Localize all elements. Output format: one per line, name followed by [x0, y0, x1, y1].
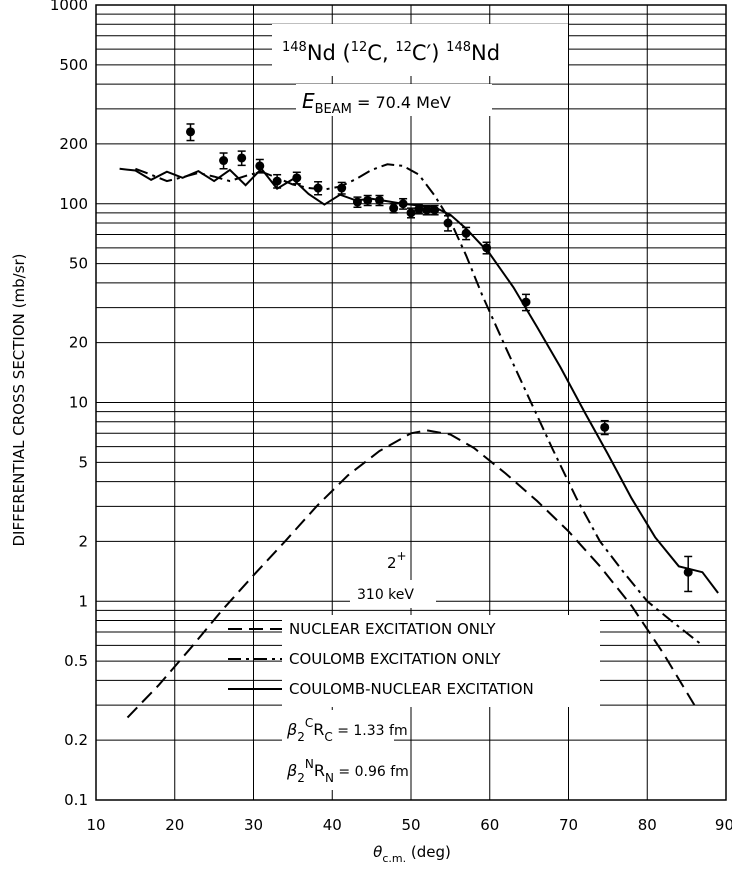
data-point: [683, 567, 693, 577]
y-tick-label: 10: [69, 394, 88, 412]
data-point: [443, 218, 453, 228]
param-nuclear: β2NRN = 0.96 fm: [286, 757, 409, 785]
data-point: [389, 203, 399, 213]
y-tick-label: 1: [78, 592, 88, 610]
y-tick-label: 20: [69, 334, 88, 352]
curve-solid: [119, 167, 719, 594]
legend-label: NUCLEAR EXCITATION ONLY: [289, 620, 496, 638]
beam-box: [296, 84, 492, 116]
legend: NUCLEAR EXCITATION ONLY COULOMB EXCITATIO…: [228, 620, 534, 698]
data-point: [406, 208, 416, 218]
x-tick-label: 70: [559, 816, 578, 834]
data-point: [482, 243, 492, 253]
data-point: [292, 173, 302, 183]
title-box: [272, 24, 568, 76]
data-point: [414, 204, 424, 214]
data-point: [422, 205, 432, 215]
data-point: [186, 127, 195, 137]
data-point: [337, 183, 347, 193]
params-box: [282, 710, 394, 790]
tick-labels: 0.1 0.2 0.5 1 2 5 10 20 50 100 200 500 1000 10 20 30 40 5…: [50, 0, 732, 834]
legend-box: [282, 615, 600, 707]
data-point: [461, 228, 471, 238]
x-tick-label: 30: [244, 816, 263, 834]
y-tick-label: 0.1: [64, 791, 88, 809]
y-tick-label: 50: [69, 255, 88, 273]
legend-label: COULOMB-NUCLEAR EXCITATION: [289, 680, 534, 698]
x-tick-label: 50: [401, 816, 420, 834]
y-tick-label: 100: [59, 195, 88, 213]
x-tick-label: 10: [86, 816, 105, 834]
x-tick-label: 60: [480, 816, 499, 834]
state-spin: 2+: [387, 549, 407, 572]
y-tick-label: 2: [78, 532, 88, 550]
x-tick-label: 20: [165, 816, 184, 834]
y-tick-label: 200: [59, 135, 88, 153]
data-point: [375, 195, 384, 205]
data-point: [237, 153, 247, 163]
param-coulomb: β2CRC = 1.33 fm: [286, 716, 408, 744]
x-axis-label: θc.m. (deg): [373, 843, 451, 865]
data-point: [363, 195, 373, 205]
y-tick-label: 1000: [50, 0, 88, 14]
state-energy: 310 keV: [357, 587, 414, 603]
data-point: [219, 156, 229, 166]
beam-energy: EBEAM = 70.4 MeV: [302, 89, 451, 117]
y-tick-label: 0.2: [64, 731, 88, 749]
curve-dashed: [126, 429, 696, 719]
x-tick-label: 90: [715, 816, 732, 834]
plot-frame: [95, 4, 727, 801]
data-point: [255, 161, 265, 171]
data-point: [352, 197, 362, 207]
data-point: [272, 176, 282, 186]
data-point: [398, 199, 408, 209]
y-tick-label: 0.5: [64, 652, 88, 670]
y-axis-label: DIFFERENTIAL CROSS SECTION (mb/sr): [10, 253, 28, 546]
data-point: [521, 297, 531, 307]
data-point: [313, 183, 323, 193]
y-tick-label: 5: [78, 453, 88, 471]
y-tick-label: 500: [59, 56, 88, 74]
x-tick-label: 40: [323, 816, 342, 834]
reaction-title: 148Nd (12C, 12C′) 148Nd: [282, 40, 500, 65]
data-point: [600, 422, 610, 432]
data-point: [430, 205, 440, 215]
state-box: [350, 580, 436, 608]
legend-label: COULOMB EXCITATION ONLY: [289, 650, 501, 668]
x-tick-label: 80: [638, 816, 657, 834]
data-points: [186, 123, 693, 593]
curve-dash-dot: [135, 163, 704, 647]
